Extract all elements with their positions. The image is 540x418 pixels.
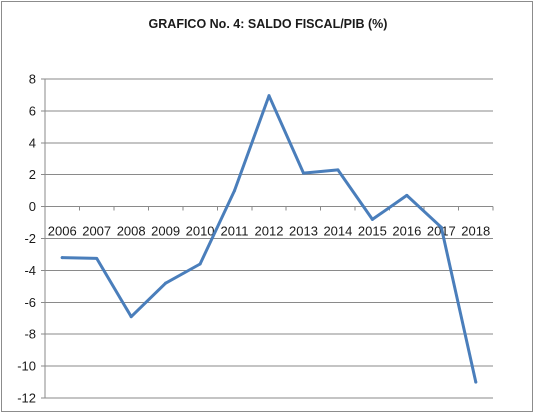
data-point: [301, 171, 305, 175]
y-tick-label: -6: [24, 295, 36, 310]
x-tick-label: 2008: [117, 224, 146, 239]
x-tick-label: 2014: [323, 224, 352, 239]
y-tick-label: 0: [29, 199, 36, 214]
y-tick-label: -12: [17, 391, 36, 406]
data-point: [198, 262, 202, 266]
data-point: [233, 189, 237, 193]
data-point: [474, 380, 478, 384]
x-tick-label: 2009: [151, 224, 180, 239]
y-tick-label: 8: [29, 72, 36, 87]
data-point: [336, 168, 340, 172]
data-point: [95, 256, 99, 260]
data-point: [370, 217, 374, 221]
y-tick-label: 2: [29, 167, 36, 182]
chart-title: GRAFICO No. 4: SALDO FISCAL/PIB (%): [148, 17, 388, 31]
x-tick-label: 2010: [186, 224, 215, 239]
x-tick-label: 2018: [461, 224, 490, 239]
data-point: [60, 256, 64, 260]
y-tick-label: 4: [29, 135, 36, 150]
data-point: [164, 281, 168, 285]
x-tick-label: 2007: [82, 224, 111, 239]
x-tick-label: 2013: [289, 224, 318, 239]
data-point: [439, 225, 443, 229]
y-tick-label: -4: [24, 263, 36, 278]
x-tick-label: 2015: [358, 224, 387, 239]
y-tick-label: -8: [24, 327, 36, 342]
data-point: [129, 315, 133, 319]
x-tick-label: 2006: [48, 224, 77, 239]
y-tick-label: 6: [29, 103, 36, 118]
x-tick-label: 2011: [221, 224, 249, 239]
data-point: [405, 193, 409, 197]
x-tick-label: 2012: [255, 224, 284, 239]
y-tick-label: -2: [24, 231, 36, 246]
y-tick-label: -10: [17, 359, 36, 374]
data-point: [267, 94, 271, 98]
x-tick-label: 2016: [392, 224, 421, 239]
